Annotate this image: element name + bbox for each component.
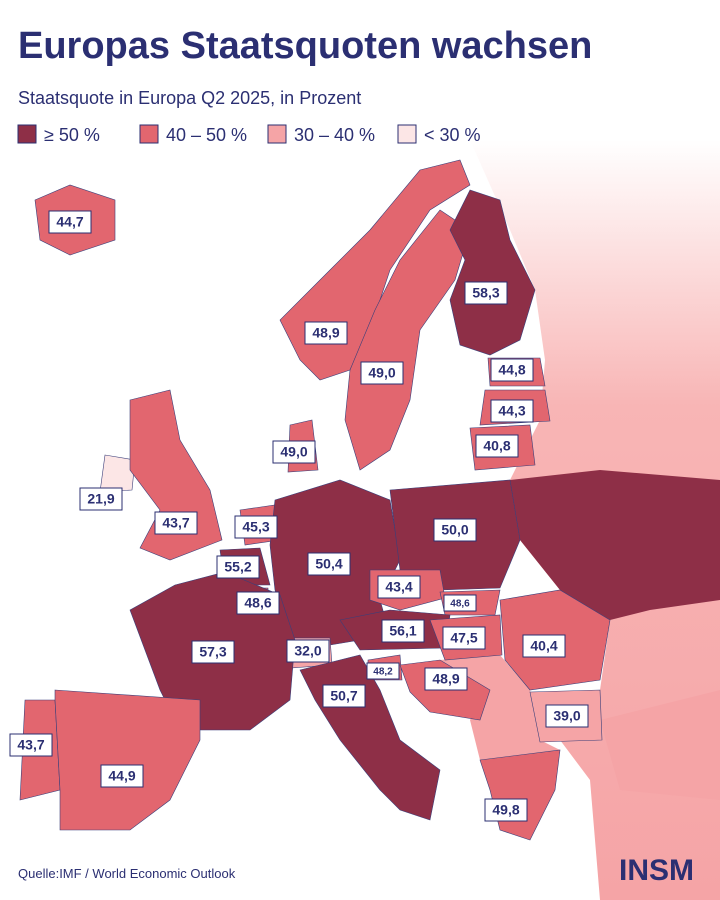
label-box bbox=[490, 399, 534, 423]
value-label: 40,8 bbox=[483, 438, 510, 454]
value-labels: 44,7 48,9 49,0 58,3 44,8 44,3 40,8 49,0 21,9 43,7… bbox=[9, 210, 589, 822]
label-box bbox=[191, 640, 235, 664]
label-box bbox=[322, 684, 366, 708]
value-label: 48,2 bbox=[373, 667, 393, 678]
legend-label: 30 – 40 % bbox=[294, 125, 375, 145]
subtitle: Staatsquote in Europa Q2 2025, in Prozen… bbox=[18, 88, 361, 108]
country-shape bbox=[344, 209, 471, 471]
country-shape bbox=[99, 454, 136, 493]
country-shape bbox=[129, 389, 223, 561]
legend: ≥ 50 % 40 – 50 % 30 – 40 % < 30 % bbox=[17, 124, 481, 145]
label-box bbox=[490, 358, 534, 382]
value-label: 48,9 bbox=[432, 671, 459, 687]
value-label: 44,3 bbox=[498, 403, 525, 419]
title: Europas Staatsquoten wachsen bbox=[18, 25, 592, 67]
label-box bbox=[216, 555, 260, 579]
value-label: 56,1 bbox=[389, 623, 416, 639]
value-label: 48,6 bbox=[450, 599, 470, 610]
label-box bbox=[484, 798, 528, 822]
label-box bbox=[234, 515, 278, 539]
value-label: 50,4 bbox=[315, 556, 342, 572]
eastern-land-dark bbox=[510, 470, 720, 620]
value-label: 43,7 bbox=[162, 515, 189, 531]
country-shape bbox=[54, 689, 201, 831]
legend-swatch bbox=[17, 124, 37, 144]
label-box bbox=[272, 440, 316, 464]
value-label: 50,0 bbox=[441, 522, 468, 538]
value-label: 21,9 bbox=[87, 491, 114, 507]
value-label: 44,7 bbox=[56, 214, 83, 230]
value-label: 43,7 bbox=[17, 737, 44, 753]
label-box bbox=[236, 591, 280, 615]
value-label: 40,4 bbox=[530, 638, 557, 654]
label-box bbox=[377, 575, 421, 599]
value-label: 58,3 bbox=[472, 285, 499, 301]
background-land bbox=[440, 140, 720, 900]
label-box bbox=[9, 733, 53, 757]
label-box bbox=[286, 639, 330, 663]
label-box bbox=[154, 511, 198, 535]
country-shape bbox=[479, 749, 561, 841]
value-label: 44,8 bbox=[498, 362, 525, 378]
value-label: 55,2 bbox=[224, 559, 251, 575]
logo: INSM bbox=[619, 854, 694, 887]
label-box bbox=[464, 281, 508, 305]
value-label: 49,0 bbox=[368, 365, 395, 381]
label-box bbox=[100, 764, 144, 788]
label-box bbox=[424, 667, 468, 691]
value-label: 43,4 bbox=[385, 579, 412, 595]
value-label: 47,5 bbox=[450, 630, 477, 646]
label-box bbox=[545, 704, 589, 728]
label-box bbox=[522, 634, 566, 658]
value-label: 49,0 bbox=[280, 444, 307, 460]
turkey-land bbox=[600, 690, 720, 800]
legend-label: ≥ 50 % bbox=[44, 125, 100, 145]
label-box bbox=[48, 210, 92, 234]
label-box bbox=[307, 552, 351, 576]
value-label: 45,3 bbox=[242, 519, 269, 535]
label-box bbox=[79, 487, 123, 511]
label-box bbox=[475, 434, 519, 458]
value-label: 48,9 bbox=[312, 325, 339, 341]
value-label: 50,7 bbox=[330, 688, 357, 704]
label-box bbox=[304, 321, 348, 345]
legend-label: 40 – 50 % bbox=[166, 125, 247, 145]
value-label: 44,9 bbox=[108, 768, 135, 784]
source: Quelle:IMF / World Economic Outlook bbox=[18, 866, 236, 881]
label-box bbox=[433, 518, 477, 542]
label-box bbox=[442, 626, 486, 650]
legend-swatch bbox=[397, 124, 417, 144]
value-label: 32,0 bbox=[294, 643, 321, 659]
label-box bbox=[360, 361, 404, 385]
label-box bbox=[443, 594, 477, 612]
label-box bbox=[366, 662, 400, 680]
value-label: 57,3 bbox=[199, 644, 226, 660]
label-box bbox=[381, 619, 425, 643]
value-label: 49,8 bbox=[492, 802, 519, 818]
balkan-land bbox=[440, 655, 560, 760]
country-shape bbox=[449, 189, 536, 356]
value-label: 39,0 bbox=[553, 708, 580, 724]
legend-swatch bbox=[267, 124, 287, 144]
value-label: 48,6 bbox=[244, 595, 271, 611]
legend-label: < 30 % bbox=[424, 125, 481, 145]
legend-swatch bbox=[139, 124, 159, 144]
